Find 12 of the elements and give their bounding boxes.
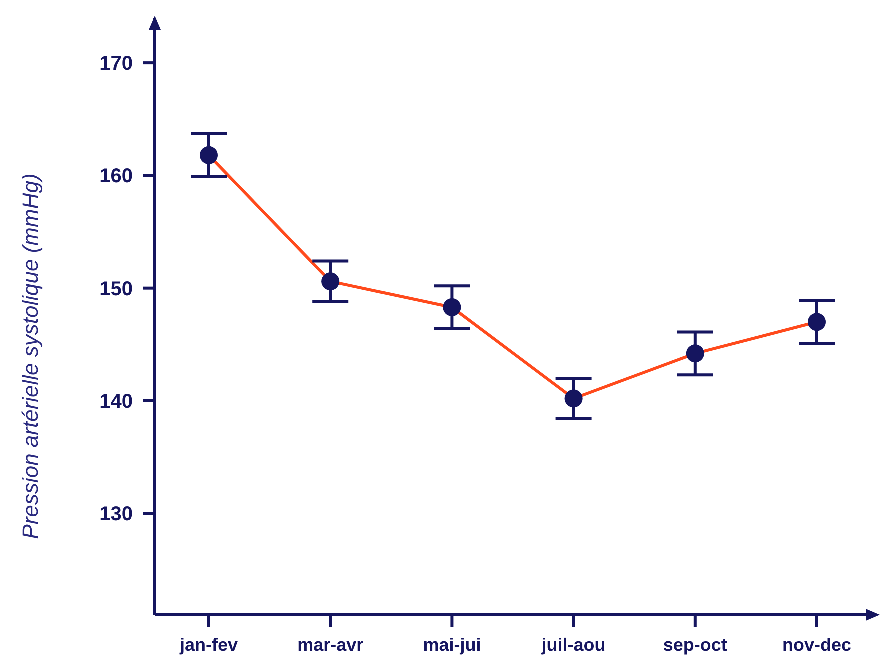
x-tick-label: sep-oct (663, 635, 728, 655)
y-tick-label: 160 (100, 166, 133, 188)
y-tick-label: 130 (100, 504, 133, 526)
y-tick-label: 170 (100, 53, 133, 76)
x-tick-label: mar-avr (298, 635, 364, 655)
y-tick-label: 150 (100, 278, 133, 300)
x-tick-label: mai-jui (423, 635, 482, 655)
y-axis-title: Pression artérielle systolique (mmHg) (18, 174, 43, 540)
x-tick-label: jan-fev (178, 635, 238, 655)
x-tick-label: nov-dec (782, 635, 852, 655)
x-tick-label: juil-aou (540, 635, 606, 655)
y-tick-label: 140 (100, 390, 133, 413)
